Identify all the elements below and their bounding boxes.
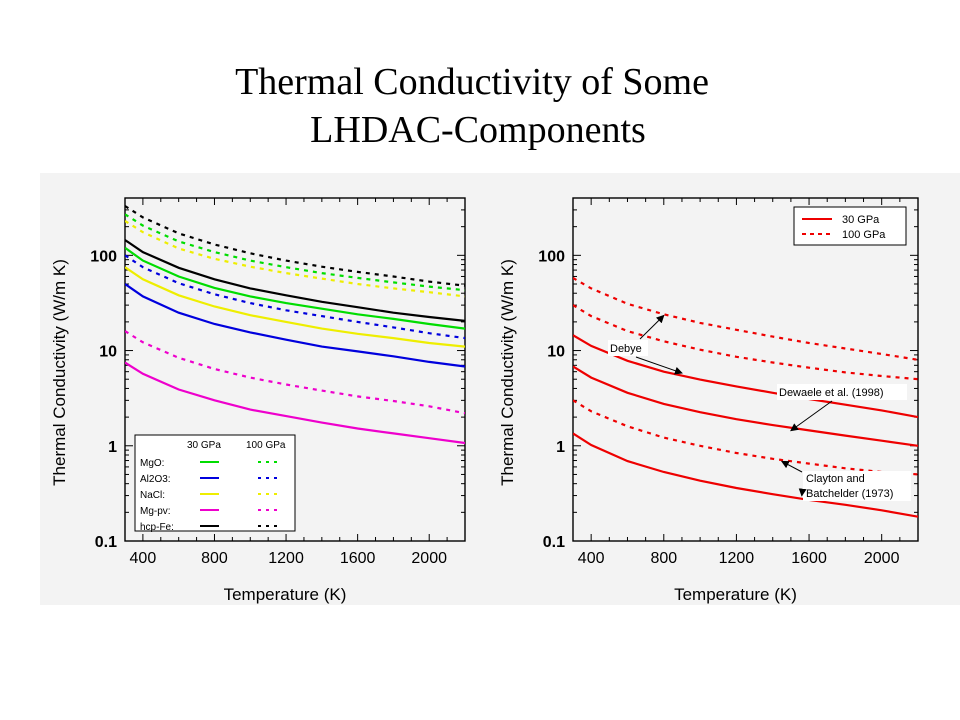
series-line — [125, 283, 465, 368]
y-tick-label: 10 — [99, 344, 117, 361]
y-tick-label: 0.1 — [543, 534, 565, 551]
x-tick-label: 1600 — [340, 550, 376, 567]
y-axis-label: Thermal Conductivity (W/m K) — [498, 259, 517, 486]
y-tick-label: 10 — [547, 344, 565, 361]
charts-svg: 400 800 1200 1600 2000 0.1 1 10 100 Temperature (… — [50, 197, 919, 604]
x-tick-label: 2000 — [411, 550, 447, 567]
legend-label: 30 GPa — [842, 214, 880, 226]
series-line — [125, 213, 465, 292]
annotation-arrow — [790, 400, 833, 432]
y-tick-label: 0.1 — [95, 534, 117, 551]
y-tick-label: 100 — [538, 248, 565, 265]
x-axis-label: Temperature (K) — [674, 585, 797, 604]
y-axis-label: Thermal Conductivity (W/m K) — [50, 259, 69, 486]
series-line — [125, 254, 465, 340]
series-line — [125, 330, 465, 415]
legend-col-header: 30 GPa — [187, 440, 221, 451]
slide-title-line-2: LHDAC-Components — [310, 109, 646, 151]
series-group — [125, 205, 465, 445]
annotation-clayton-2: Batchelder (1973) — [806, 488, 893, 500]
chart-panel: 400 800 1200 1600 2000 0.1 1 10 100 Temperature (… — [40, 173, 960, 605]
legend-label: 100 GPa — [842, 229, 886, 241]
x-tick-label: 1200 — [719, 550, 755, 567]
y-tick-label: 1 — [108, 439, 117, 456]
annotation-arrow — [780, 460, 803, 473]
series-line — [125, 219, 465, 298]
series-line — [125, 205, 465, 287]
x-axis-label: Temperature (K) — [224, 585, 347, 604]
x-tick-label: 400 — [578, 550, 605, 567]
annotation-arrow — [635, 356, 683, 375]
annotation-bg — [608, 340, 648, 356]
series-line — [125, 361, 465, 445]
plot-frame — [124, 197, 466, 542]
legend-col-header: 100 GPa — [246, 440, 286, 451]
legend-box — [793, 206, 907, 246]
series-line — [125, 239, 465, 322]
right-chart: 400 800 1200 1600 2000 0.1 1 10 100 Temperature (… — [498, 197, 919, 604]
x-tick-label: 1600 — [791, 550, 827, 567]
annotation-arrow — [639, 314, 665, 340]
annotation-debye: Debye — [610, 343, 642, 355]
annotation-bg — [777, 384, 907, 400]
legend-label: NaCl: — [140, 490, 165, 501]
annotation-clayton-1: Clayton and — [806, 473, 865, 485]
series-line — [573, 276, 918, 361]
plot-frame — [572, 197, 919, 542]
series-line — [573, 399, 918, 476]
left-chart: 400 800 1200 1600 2000 0.1 1 10 100 Temperature (… — [50, 197, 466, 604]
x-tick-label: 800 — [201, 550, 228, 567]
legend-label: Al2O3: — [140, 474, 171, 485]
series-line — [125, 246, 465, 330]
x-tick-label: 800 — [650, 550, 677, 567]
x-tick-label: 400 — [130, 550, 157, 567]
series-group — [573, 276, 918, 518]
legend-label: Mg-pv: — [140, 506, 171, 517]
legend-box — [134, 434, 296, 532]
legend-label: hcp-Fe: — [140, 522, 174, 533]
legend-label: MgO: — [140, 458, 164, 469]
slide-title-line-1: Thermal Conductivity of Some — [235, 61, 709, 103]
y-tick-label: 100 — [90, 248, 117, 265]
series-line — [125, 266, 465, 348]
annotation-dewaele: Dewaele et al. (1998) — [779, 387, 884, 399]
x-tick-label: 2000 — [864, 550, 900, 567]
series-line — [573, 365, 918, 447]
x-tick-label: 1200 — [268, 550, 304, 567]
series-line — [573, 432, 918, 518]
annotation-bg — [803, 471, 911, 501]
y-tick-label: 1 — [556, 439, 565, 456]
series-line — [573, 304, 918, 381]
